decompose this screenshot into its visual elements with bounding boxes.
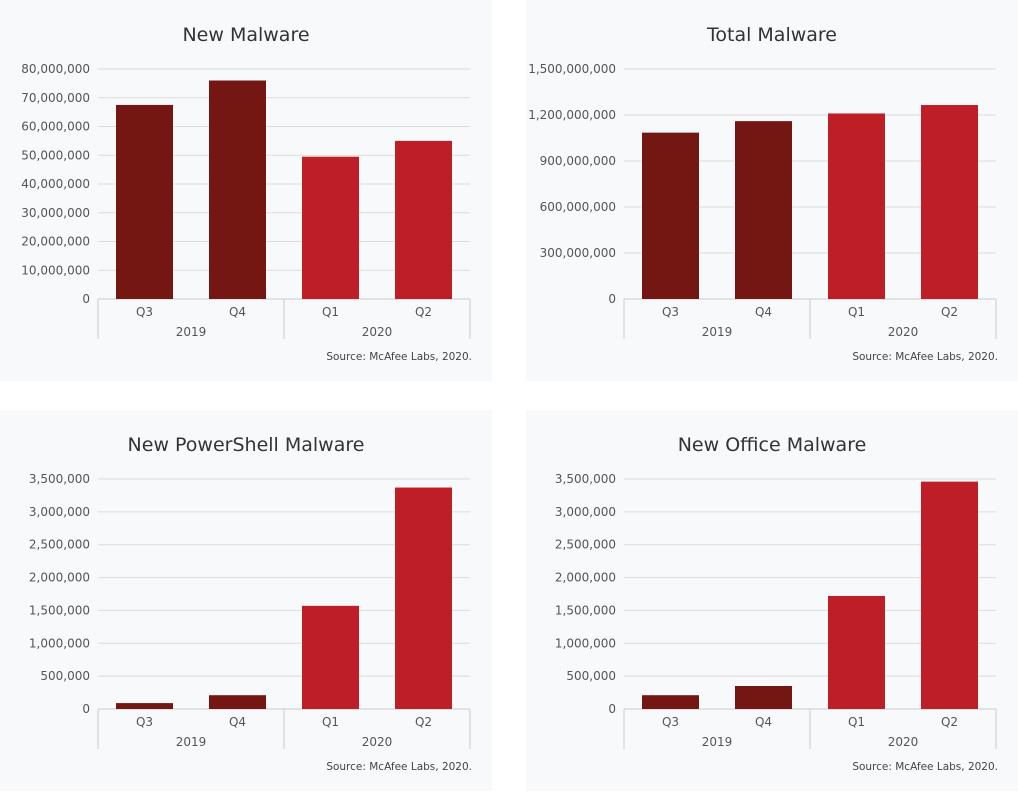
bar: [642, 132, 699, 299]
chart-new-powershell-malware: New PowerShell Malware 0 500,000 1,000,000 1…: [29, 434, 472, 773]
chart-panel-new-office-malware: New Office Malware 0 500,000 1,000,000 1,500…: [526, 410, 1018, 791]
y-tick-label: 3,000,000: [29, 505, 90, 519]
y-tick-label: 0: [608, 702, 616, 716]
bar: [828, 595, 885, 709]
x-group-label: 2019: [702, 325, 733, 339]
bar: [735, 686, 792, 709]
x-tick-label: Q4: [755, 305, 772, 319]
x-tick-label: Q1: [322, 305, 339, 319]
y-tick-label: 2,500,000: [29, 538, 90, 552]
y-tick-label: 0: [82, 292, 90, 306]
bar: [116, 104, 173, 299]
bar: [209, 80, 266, 299]
x-tick-label: Q3: [136, 305, 153, 319]
x-group-label: 2020: [888, 735, 919, 749]
x-tick-label: Q2: [941, 715, 958, 729]
x-tick-label: Q2: [415, 715, 432, 729]
x-group-label: 2019: [176, 735, 207, 749]
bar: [828, 113, 885, 299]
y-tick-label: 2,000,000: [29, 571, 90, 585]
y-tick-label: 2,500,000: [555, 538, 616, 552]
y-tick-label: 1,200,000,000: [528, 108, 616, 122]
chart-panel-new-powershell-malware: New PowerShell Malware 0 500,000 1,000,000 1…: [0, 410, 492, 791]
y-tick-label: 500,000: [40, 669, 90, 683]
y-tick-label: 900,000,000: [540, 154, 616, 168]
y-tick-label: 0: [82, 702, 90, 716]
y-tick-label: 1,500,000,000: [528, 62, 616, 76]
bar: [395, 487, 452, 709]
source-note: Source: McAfee Labs, 2020.: [326, 351, 472, 363]
y-tick-label: 500,000: [566, 669, 616, 683]
y-tick-label: 60,000,000: [21, 120, 90, 134]
source-note: Source: McAfee Labs, 2020.: [852, 351, 998, 363]
bar: [302, 156, 359, 299]
y-tick-label: 10,000,000: [21, 263, 90, 277]
bar: [209, 695, 266, 709]
bar: [921, 105, 978, 300]
source-note: Source: McAfee Labs, 2020.: [852, 761, 998, 773]
bar: [116, 703, 173, 709]
x-tick-label: Q2: [415, 305, 432, 319]
y-tick-label: 30,000,000: [21, 206, 90, 220]
chart-title: New PowerShell Malware: [128, 434, 365, 456]
y-tick-label: 3,500,000: [29, 472, 90, 486]
x-tick-label: Q3: [136, 715, 153, 729]
x-tick-label: Q1: [322, 715, 339, 729]
y-tick-label: 70,000,000: [21, 91, 90, 105]
y-tick-label: 40,000,000: [21, 177, 90, 191]
y-tick-label: 1,000,000: [29, 636, 90, 650]
chart-panel-total-malware: Total Malware 0 300,000,000 600,000,000 900,…: [526, 0, 1018, 381]
y-tick-label: 1,000,000: [555, 636, 616, 650]
x-tick-label: Q2: [941, 305, 958, 319]
chart-new-malware: New Malware 0 10,000,000 20,000,000 30,000,0…: [21, 24, 472, 363]
x-tick-label: Q4: [229, 305, 246, 319]
source-note: Source: McAfee Labs, 2020.: [326, 761, 472, 773]
chart-total-malware: Total Malware 0 300,000,000 600,000,000 900,…: [528, 24, 998, 363]
y-tick-label: 20,000,000: [21, 235, 90, 249]
x-tick-label: Q1: [848, 305, 865, 319]
y-tick-label: 3,500,000: [555, 472, 616, 486]
bar: [921, 481, 978, 709]
chart-panel-new-malware: New Malware 0 10,000,000 20,000,000 30,000,0…: [0, 0, 492, 381]
x-group-label: 2019: [176, 325, 207, 339]
y-tick-label: 600,000,000: [540, 200, 616, 214]
chart-new-office-malware: New Office Malware 0 500,000 1,000,000 1,500…: [555, 434, 998, 773]
y-tick-label: 50,000,000: [21, 148, 90, 162]
x-tick-label: Q1: [848, 715, 865, 729]
x-group-label: 2020: [362, 325, 393, 339]
y-tick-label: 2,000,000: [555, 571, 616, 585]
x-tick-label: Q4: [755, 715, 772, 729]
x-group-label: 2020: [888, 325, 919, 339]
x-group-label: 2019: [702, 735, 733, 749]
x-tick-label: Q4: [229, 715, 246, 729]
bar: [642, 695, 699, 709]
y-tick-label: 80,000,000: [21, 62, 90, 76]
bar: [395, 140, 452, 299]
chart-title: New Office Malware: [678, 434, 867, 456]
y-tick-label: 1,500,000: [29, 603, 90, 617]
x-tick-label: Q3: [662, 715, 679, 729]
y-tick-label: 0: [608, 292, 616, 306]
x-group-label: 2020: [362, 735, 393, 749]
x-tick-label: Q3: [662, 305, 679, 319]
chart-title: New Malware: [182, 24, 309, 46]
y-tick-label: 3,000,000: [555, 505, 616, 519]
y-tick-label: 300,000,000: [540, 246, 616, 260]
chart-title: Total Malware: [706, 24, 837, 46]
y-tick-label: 1,500,000: [555, 603, 616, 617]
bar: [302, 605, 359, 709]
bar: [735, 121, 792, 299]
